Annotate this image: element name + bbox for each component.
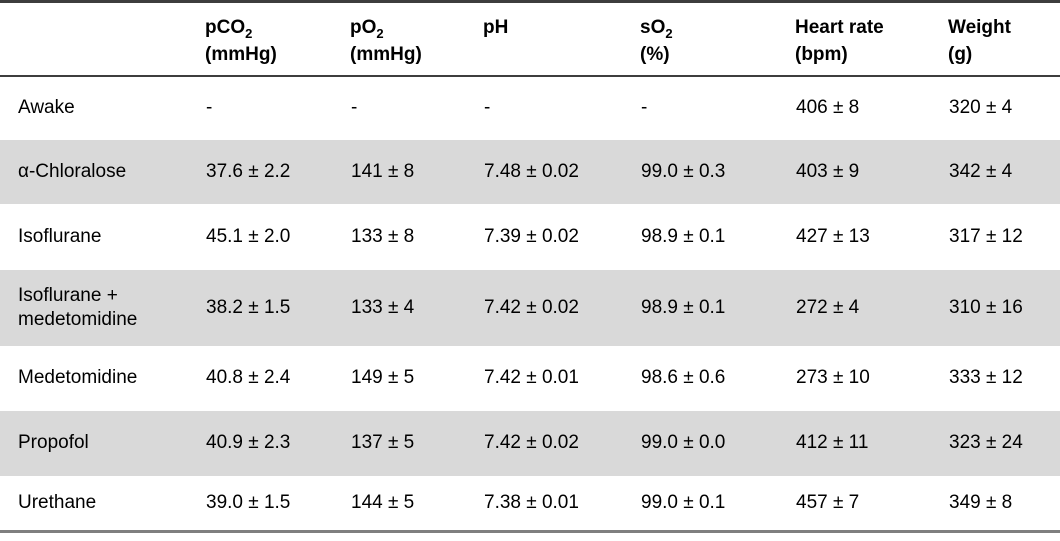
table-row-urethane: Urethane 39.0 ± 1.5 144 ± 5 7.38 ± 0.01 … — [0, 476, 1060, 532]
column-title: pO2 — [350, 17, 384, 41]
value-cell-weight: 317 ± 12 — [949, 225, 1023, 247]
value-cell-po2: 149 ± 5 — [351, 367, 415, 388]
row-label: Isoflurane — [18, 225, 102, 247]
value-cell-heart-rate: 403 ± 9 — [795, 139, 948, 204]
row-label: Urethane — [18, 491, 97, 513]
value-cell-weight: 310 ± 16 — [948, 269, 1060, 346]
value-cell-pco2: - — [206, 97, 213, 118]
column-header-po2: pO2 (mmHg) — [350, 2, 483, 76]
value-cell-po2: 137 ± 5 — [350, 410, 483, 476]
row-label: α-Chloralose — [0, 139, 205, 204]
column-unit: (mmHg) — [205, 44, 277, 65]
column-header-heart-rate: Heart rate (bpm) — [795, 2, 948, 76]
value-cell-pco2: 38.2 ± 1.5 — [205, 269, 350, 346]
value-cell-pco2: 45.1 ± 2.0 — [206, 225, 291, 247]
value-cell-so2: 98.6 ± 0.6 — [641, 367, 726, 388]
value-cell-heart-rate: 412 ± 11 — [795, 410, 948, 476]
column-title: Weight — [948, 17, 1011, 38]
value-cell-weight: 349 ± 8 — [949, 491, 1013, 513]
header-row: pCO2 (mmHg) pO2 (mmHg) pH sO2 (%) Heart … — [0, 2, 1060, 76]
column-header-pco2: pCO2 (mmHg) — [205, 2, 350, 76]
value-cell-so2: - — [641, 97, 648, 118]
row-label: Propofol — [0, 410, 205, 476]
value-cell-ph: 7.42 ± 0.01 — [484, 367, 579, 388]
value-cell-ph: - — [484, 97, 491, 118]
table-row-awake: Awake - - - - 406 ± 8 320 ± 4 — [0, 76, 1060, 140]
value-cell-pco2: 37.6 ± 2.2 — [205, 139, 350, 204]
column-header-condition — [0, 2, 205, 76]
value-cell-heart-rate: 427 ± 13 — [796, 225, 870, 247]
value-cell-po2: 141 ± 8 — [350, 139, 483, 204]
value-cell-ph: 7.39 ± 0.02 — [484, 225, 579, 247]
value-cell-heart-rate: 406 ± 8 — [796, 97, 860, 118]
value-cell-so2: 98.9 ± 0.1 — [640, 269, 795, 346]
column-header-weight: Weight (g) — [948, 2, 1060, 76]
value-cell-po2: 144 ± 5 — [351, 491, 415, 513]
value-cell-weight: 342 ± 4 — [948, 139, 1060, 204]
table-row-isoflurane: Isoflurane 45.1 ± 2.0 133 ± 8 7.39 ± 0.0… — [0, 204, 1060, 270]
value-cell-heart-rate: 272 ± 4 — [795, 269, 948, 346]
value-cell-po2: 133 ± 8 — [351, 225, 415, 247]
row-label: Isoflurane + medetomidine — [0, 269, 205, 346]
subscript: 2 — [245, 25, 253, 41]
column-unit: (g) — [948, 44, 973, 65]
value-cell-po2: - — [351, 97, 358, 118]
value-cell-ph: 7.48 ± 0.02 — [483, 139, 640, 204]
column-unit: (bpm) — [795, 44, 848, 65]
subscript: 2 — [665, 25, 673, 41]
value-cell-weight: 333 ± 12 — [949, 367, 1023, 388]
value-cell-weight: 323 ± 24 — [948, 410, 1060, 476]
value-cell-pco2: 40.8 ± 2.4 — [206, 367, 291, 388]
column-unit: (mmHg) — [350, 44, 422, 65]
row-label: Medetomidine — [18, 367, 138, 388]
column-title: sO2 — [640, 17, 673, 41]
value-cell-pco2: 39.0 ± 1.5 — [206, 491, 291, 513]
row-label: Awake — [18, 97, 75, 118]
value-cell-ph: 7.42 ± 0.02 — [483, 269, 640, 346]
table-row-isoflurane-medetomidine: Isoflurane + medetomidine 38.2 ± 1.5 133… — [0, 269, 1060, 346]
column-title: pH — [483, 17, 509, 38]
value-cell-weight: 320 ± 4 — [949, 97, 1013, 118]
column-header-so2: sO2 (%) — [640, 2, 795, 76]
value-cell-ph: 7.38 ± 0.01 — [484, 491, 579, 513]
column-title: pCO2 — [205, 17, 253, 41]
value-cell-po2: 133 ± 4 — [350, 269, 483, 346]
column-header-ph: pH — [483, 2, 640, 76]
value-cell-so2: 99.0 ± 0.1 — [641, 491, 726, 513]
table-row-propofol: Propofol 40.9 ± 2.3 137 ± 5 7.42 ± 0.02 … — [0, 410, 1060, 476]
column-unit: (%) — [640, 44, 670, 65]
table-row-alpha-chloralose: α-Chloralose 37.6 ± 2.2 141 ± 8 7.48 ± 0… — [0, 139, 1060, 204]
table-row-medetomidine: Medetomidine 40.8 ± 2.4 149 ± 5 7.42 ± 0… — [0, 346, 1060, 411]
value-cell-heart-rate: 273 ± 10 — [796, 367, 870, 388]
subscript: 2 — [376, 25, 384, 41]
value-cell-heart-rate: 457 ± 7 — [796, 491, 860, 513]
value-cell-so2: 99.0 ± 0.3 — [640, 139, 795, 204]
value-cell-so2: 99.0 ± 0.0 — [640, 410, 795, 476]
value-cell-ph: 7.42 ± 0.02 — [483, 410, 640, 476]
value-cell-pco2: 40.9 ± 2.3 — [205, 410, 350, 476]
value-cell-so2: 98.9 ± 0.1 — [641, 225, 726, 247]
column-title: Heart rate — [795, 17, 884, 38]
